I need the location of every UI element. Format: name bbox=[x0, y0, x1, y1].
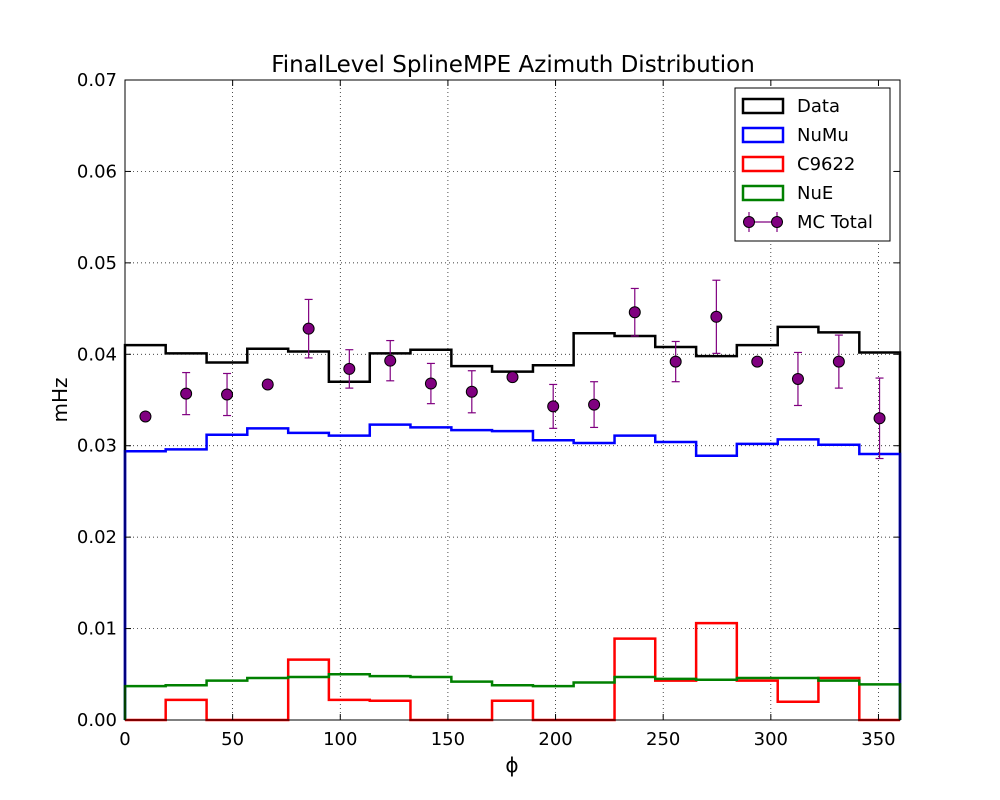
mc-total-points bbox=[139, 279, 886, 460]
mc-total-point bbox=[832, 355, 845, 368]
mc-total-point bbox=[588, 398, 601, 411]
mc-total-point bbox=[139, 410, 152, 423]
x-tick-label: 0 bbox=[119, 729, 130, 750]
series-nue-step bbox=[123, 673, 902, 720]
x-tick-label: 300 bbox=[754, 729, 788, 750]
y-tick-label: 0.01 bbox=[77, 619, 117, 640]
x-tick-label: 250 bbox=[646, 729, 680, 750]
y-axis-label: mHz bbox=[48, 377, 72, 422]
plot-frame bbox=[124, 79, 901, 721]
mc-total-point bbox=[261, 378, 274, 391]
mc-total-point bbox=[547, 400, 560, 413]
y-tick-label: 0.06 bbox=[77, 161, 117, 182]
series-numu-step bbox=[123, 423, 902, 720]
legend-label: Data bbox=[797, 96, 840, 117]
mc-total-point bbox=[669, 355, 682, 368]
mc-total-point bbox=[506, 371, 519, 384]
mc-total-point bbox=[424, 377, 437, 390]
legend-swatch-numu bbox=[741, 126, 785, 144]
x-tick-label: 200 bbox=[538, 729, 572, 750]
y-tick-label: 0.03 bbox=[77, 436, 117, 457]
mc-total-point bbox=[791, 372, 804, 385]
x-tick-label: 350 bbox=[861, 729, 895, 750]
mc-total-point bbox=[465, 385, 478, 398]
y-tick-label: 0.00 bbox=[77, 710, 117, 731]
mc-total-point bbox=[302, 322, 315, 335]
legend-marker bbox=[743, 216, 755, 228]
legend-label: NuMu bbox=[797, 125, 849, 146]
legend-label: C9622 bbox=[797, 154, 855, 175]
chart-title: FinalLevel SplineMPE Azimuth Distributio… bbox=[271, 52, 755, 78]
grid-lines bbox=[125, 80, 900, 720]
legend-swatch-nue bbox=[741, 184, 785, 202]
mc-total-point bbox=[384, 354, 397, 367]
y-tick-label: 0.07 bbox=[77, 70, 117, 91]
mc-total-point bbox=[710, 310, 723, 323]
legend-swatch-c9622 bbox=[741, 155, 785, 173]
x-tick-label: 100 bbox=[323, 729, 357, 750]
y-tick-label: 0.02 bbox=[77, 527, 117, 548]
x-axis-label: ϕ bbox=[505, 753, 518, 777]
legend-label: NuE bbox=[797, 183, 833, 204]
legend-marker bbox=[771, 216, 783, 228]
mc-total-point bbox=[343, 362, 356, 375]
legend: Data NuMu C9622 NuE MC Total bbox=[734, 87, 891, 242]
y-tick-label: 0.04 bbox=[77, 344, 117, 365]
axis-ticks: 0 50 100 150 200 250 300 350 0.00 0.01 0.02 0.03 0.0… bbox=[77, 70, 900, 750]
mc-total-point bbox=[751, 355, 764, 368]
legend-label: MC Total bbox=[797, 212, 873, 233]
mc-total-point bbox=[628, 306, 641, 319]
mc-total-point bbox=[180, 387, 193, 400]
x-tick-label: 150 bbox=[431, 729, 465, 750]
x-tick-label: 50 bbox=[221, 729, 244, 750]
mc-total-point bbox=[221, 388, 234, 401]
legend-swatch-data bbox=[741, 97, 785, 115]
mc-total-point bbox=[873, 412, 886, 425]
y-tick-label: 0.05 bbox=[77, 253, 117, 274]
